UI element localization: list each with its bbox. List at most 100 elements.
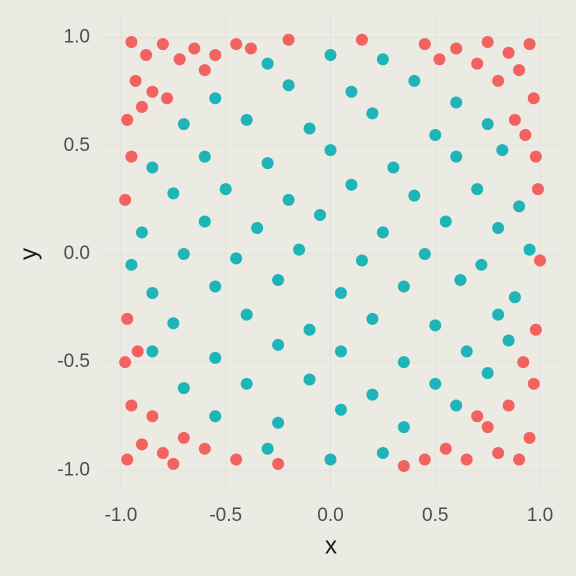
point [397, 356, 410, 369]
point [418, 38, 431, 51]
y-tick-label: 1.0 [64, 27, 90, 48]
point [418, 248, 431, 260]
point [481, 421, 494, 434]
point [508, 291, 521, 304]
x-tick-label: 1.0 [527, 505, 553, 526]
x-tick-label: -1.0 [105, 505, 138, 526]
point [135, 438, 148, 451]
point [523, 243, 536, 256]
point [167, 187, 180, 200]
point [121, 312, 134, 325]
x-axis-title: x [325, 532, 337, 559]
point [492, 74, 505, 87]
y-tick-label: 0.0 [64, 243, 90, 264]
point [376, 226, 389, 239]
point [209, 92, 222, 105]
point [513, 200, 526, 213]
point [188, 42, 201, 55]
point [272, 457, 285, 470]
point [177, 248, 190, 260]
point [387, 161, 400, 174]
point [161, 92, 174, 105]
point [135, 226, 148, 239]
point [460, 453, 473, 466]
y-tick-label: -0.5 [57, 351, 90, 372]
point [439, 442, 452, 455]
point [366, 107, 379, 120]
point [531, 183, 544, 196]
point [527, 92, 540, 105]
point [366, 312, 379, 325]
point [244, 42, 257, 55]
point [209, 351, 222, 364]
point [125, 150, 138, 163]
point [450, 42, 463, 55]
point [355, 254, 368, 267]
point [397, 460, 410, 473]
point [272, 416, 285, 429]
point [508, 113, 521, 126]
point [156, 38, 169, 51]
point [334, 286, 347, 299]
point [209, 280, 222, 293]
point [366, 388, 379, 401]
point [167, 317, 180, 330]
point [209, 410, 222, 423]
point [324, 453, 337, 466]
point [408, 189, 421, 202]
point [261, 157, 274, 170]
point [475, 258, 488, 271]
point [230, 453, 243, 466]
point [303, 373, 316, 386]
point [140, 48, 153, 61]
point [167, 457, 180, 470]
point [156, 447, 169, 460]
point [198, 442, 211, 455]
point [303, 323, 316, 336]
point [418, 453, 431, 466]
point [397, 421, 410, 434]
point [324, 144, 337, 157]
point [529, 323, 542, 336]
point [450, 150, 463, 163]
point [209, 48, 222, 61]
point [481, 367, 494, 379]
point [272, 338, 285, 351]
point [129, 74, 142, 87]
point [345, 178, 358, 191]
point [376, 53, 389, 66]
point [355, 33, 368, 46]
point [397, 280, 410, 293]
point [293, 243, 306, 256]
point [177, 382, 190, 395]
point [146, 161, 159, 174]
point [146, 410, 159, 423]
point [471, 183, 484, 196]
point [261, 442, 274, 455]
point [198, 215, 211, 228]
point [376, 447, 389, 460]
point [519, 129, 532, 141]
point [429, 319, 442, 332]
point [135, 100, 148, 113]
point [282, 193, 295, 206]
point [324, 48, 337, 61]
point [230, 252, 243, 265]
point [261, 57, 274, 70]
point [303, 122, 316, 135]
point [523, 431, 536, 444]
point [502, 46, 515, 59]
point [125, 258, 138, 271]
point [439, 215, 452, 228]
point [450, 399, 463, 412]
point [282, 79, 295, 92]
x-tick-label: 0.5 [422, 505, 448, 526]
point [454, 273, 467, 286]
point [334, 345, 347, 358]
point [460, 345, 473, 358]
y-tick-label: -1.0 [57, 459, 90, 480]
point [146, 345, 159, 358]
